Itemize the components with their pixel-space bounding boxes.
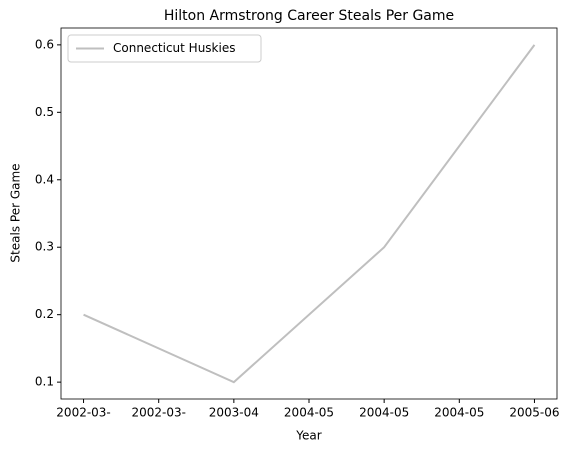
legend-box xyxy=(67,34,262,63)
x-tick-label: 2004-05 xyxy=(434,406,484,420)
x-tick-label: 2002-03- xyxy=(131,406,185,420)
y-tick-label: 0.4 xyxy=(35,172,54,186)
legend-label: Connecticut Huskies xyxy=(113,41,235,55)
y-tick-label: 0.5 xyxy=(35,105,54,119)
x-tick-label: 2005-06 xyxy=(509,406,559,420)
x-axis-label: Year xyxy=(295,429,321,443)
x-tick-label: 2002-03- xyxy=(56,406,110,420)
y-tick-label: 0.2 xyxy=(35,307,54,321)
y-tick-label: 0.3 xyxy=(35,240,54,254)
chart-title: Hilton Armstrong Career Steals Per Game xyxy=(164,8,454,24)
y-axis-label: Steals Per Game xyxy=(9,163,23,262)
plot-frame xyxy=(60,27,558,400)
line xyxy=(83,44,536,384)
x-tick-label: 2003-04 xyxy=(209,406,259,420)
x-tick-label: 2004-05 xyxy=(284,406,334,420)
y-tick-label: 0.6 xyxy=(35,37,54,51)
x-tick-label: 2004-05 xyxy=(359,406,409,420)
y-tick-label: 0.1 xyxy=(35,375,54,389)
